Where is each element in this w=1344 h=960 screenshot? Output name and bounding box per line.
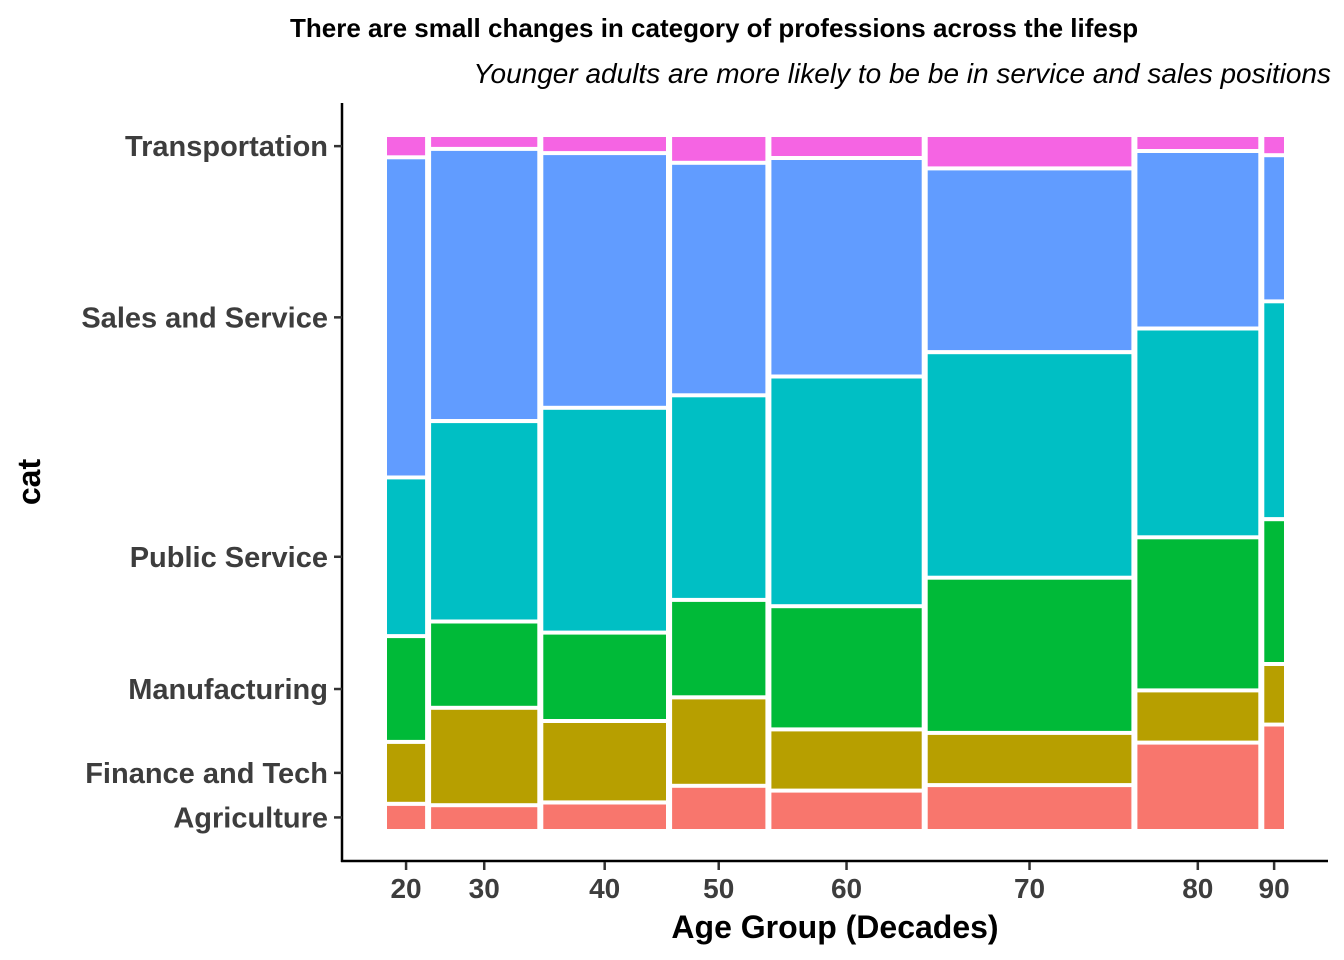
tile-sales-and-service-70 xyxy=(927,170,1132,351)
tile-transportation-90 xyxy=(1264,137,1284,154)
tile-sales-and-service-90 xyxy=(1264,157,1284,300)
tile-manufacturing-80 xyxy=(1137,539,1259,689)
tile-agriculture-30 xyxy=(431,807,538,829)
x-tick-label-20: 20 xyxy=(390,873,421,904)
x-tick-label-60: 60 xyxy=(831,873,862,904)
tile-manufacturing-50 xyxy=(672,601,766,696)
tile-sales-and-service-30 xyxy=(431,150,538,419)
chart-title: There are small changes in category of p… xyxy=(290,13,1138,43)
tile-public-service-60 xyxy=(771,378,922,605)
tile-agriculture-60 xyxy=(771,792,922,829)
tile-agriculture-90 xyxy=(1264,726,1284,829)
x-tick-label-90: 90 xyxy=(1259,873,1290,904)
tile-finance-and-tech-20 xyxy=(387,743,426,802)
tile-transportation-50 xyxy=(672,137,766,161)
tile-manufacturing-60 xyxy=(771,608,922,728)
tile-transportation-30 xyxy=(431,137,538,147)
tile-finance-and-tech-50 xyxy=(672,699,766,784)
tile-public-service-30 xyxy=(431,423,538,620)
tile-agriculture-40 xyxy=(543,804,666,829)
tile-finance-and-tech-70 xyxy=(927,734,1132,784)
tile-public-service-40 xyxy=(543,409,666,631)
tile-public-service-50 xyxy=(672,397,766,598)
tile-public-service-80 xyxy=(1137,330,1259,536)
y-tick-label-finance-and-tech: Finance and Tech xyxy=(85,758,328,790)
tile-agriculture-80 xyxy=(1137,744,1259,829)
chart-subtitle: Younger adults are more likely to be be … xyxy=(473,58,1331,89)
y-tick-label-agriculture: Agriculture xyxy=(173,802,328,834)
tile-finance-and-tech-80 xyxy=(1137,692,1259,741)
y-axis-title: cat xyxy=(11,459,47,506)
tile-transportation-60 xyxy=(771,137,922,156)
y-tick-label-sales-and-service: Sales and Service xyxy=(81,302,328,334)
tile-agriculture-20 xyxy=(387,805,426,829)
tile-finance-and-tech-60 xyxy=(771,731,922,789)
y-tick-label-transportation: Transportation xyxy=(125,131,328,163)
tile-sales-and-service-50 xyxy=(672,164,766,394)
tile-transportation-20 xyxy=(387,137,426,156)
x-tick-label-30: 30 xyxy=(469,873,500,904)
x-tick-label-40: 40 xyxy=(589,873,620,904)
tile-agriculture-50 xyxy=(672,787,766,829)
tile-sales-and-service-40 xyxy=(543,155,666,406)
tile-manufacturing-30 xyxy=(431,623,538,706)
tile-sales-and-service-80 xyxy=(1137,153,1259,327)
tile-agriculture-70 xyxy=(927,787,1132,829)
tile-manufacturing-20 xyxy=(387,638,426,740)
y-tick-label-manufacturing: Manufacturing xyxy=(128,674,328,706)
tile-manufacturing-40 xyxy=(543,634,666,719)
y-tick-label-public-service: Public Service xyxy=(130,542,328,574)
tile-sales-and-service-20 xyxy=(387,159,426,476)
tile-public-service-20 xyxy=(387,479,426,635)
tile-transportation-40 xyxy=(543,137,666,152)
tile-finance-and-tech-90 xyxy=(1264,666,1284,723)
tile-finance-and-tech-30 xyxy=(431,709,538,804)
tile-public-service-90 xyxy=(1264,303,1284,518)
tile-manufacturing-70 xyxy=(927,579,1132,731)
tile-transportation-80 xyxy=(1137,137,1259,149)
tile-public-service-70 xyxy=(927,354,1132,576)
x-axis-title: Age Group (Decades) xyxy=(671,909,998,945)
tile-sales-and-service-60 xyxy=(771,160,922,375)
x-tick-label-70: 70 xyxy=(1014,873,1045,904)
x-axis-ticks: 20 30 40 50 60 70 80 90 xyxy=(390,862,1290,904)
x-tick-label-80: 80 xyxy=(1182,873,1213,904)
x-tick-label-50: 50 xyxy=(703,873,734,904)
tile-manufacturing-90 xyxy=(1264,521,1284,662)
mosaic-tiles xyxy=(387,137,1284,829)
y-axis-ticks: Transportation Sales and Service Public Se… xyxy=(81,131,342,834)
tile-transportation-70 xyxy=(927,137,1132,167)
tile-finance-and-tech-40 xyxy=(543,723,666,801)
